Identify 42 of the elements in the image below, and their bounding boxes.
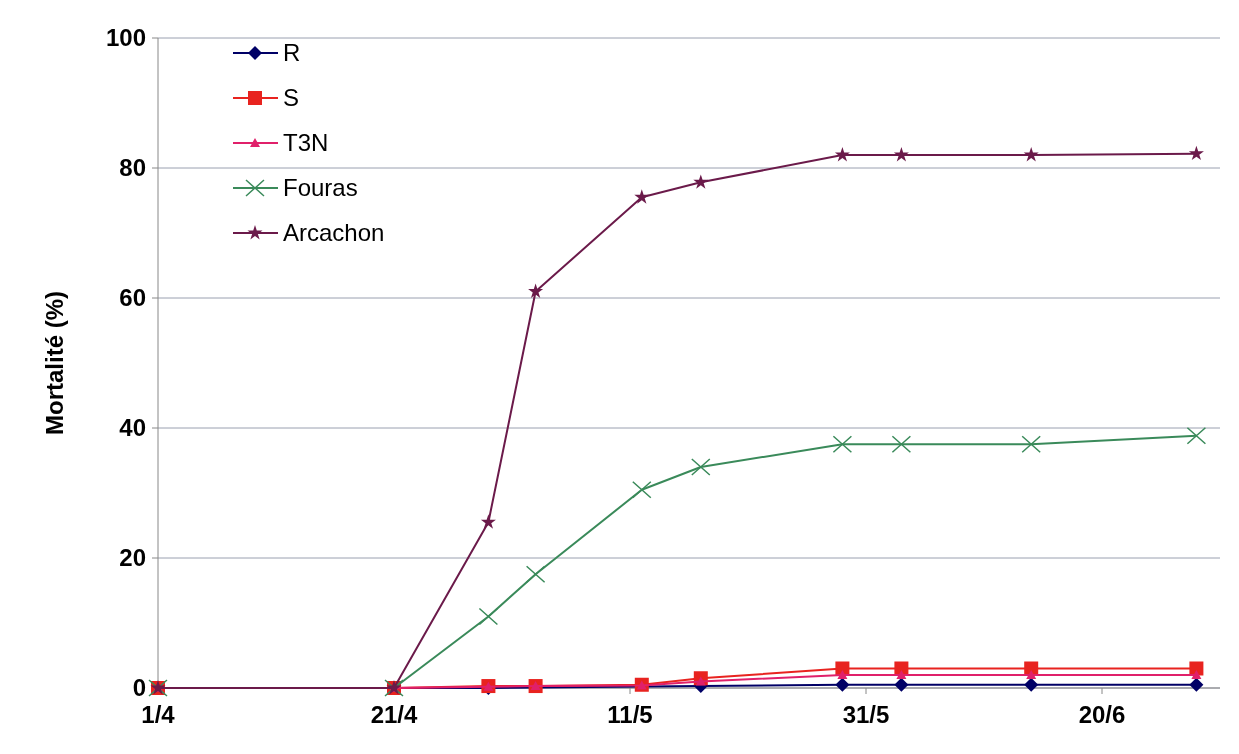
point xyxy=(837,670,848,679)
point xyxy=(1186,427,1207,445)
y-tick-label: 60 xyxy=(119,284,146,312)
y-tick-label: 20 xyxy=(119,544,146,572)
point xyxy=(834,147,850,162)
point xyxy=(1023,147,1039,162)
y-axis-title: Mortalité (%) xyxy=(41,291,68,435)
x-tick-label: 1/4 xyxy=(141,701,176,728)
x-tick-label: 20/6 xyxy=(1078,701,1126,728)
point xyxy=(478,607,499,626)
legend-label: Arcachon xyxy=(283,219,385,247)
point xyxy=(893,147,909,162)
y-tick-label: 80 xyxy=(119,154,146,182)
point xyxy=(1026,670,1037,679)
point xyxy=(634,189,650,204)
point xyxy=(894,677,909,692)
point xyxy=(1191,670,1202,679)
point xyxy=(480,514,496,529)
point xyxy=(1189,677,1204,692)
point xyxy=(1021,435,1041,453)
point xyxy=(1188,145,1204,161)
legend-label: S xyxy=(283,84,300,112)
point xyxy=(693,174,709,189)
legend-label: Fouras xyxy=(283,174,358,202)
point xyxy=(528,283,544,298)
point xyxy=(896,670,907,679)
y-tick-label: 0 xyxy=(132,674,146,702)
point xyxy=(695,676,706,686)
point xyxy=(691,458,711,476)
point xyxy=(832,435,853,453)
point xyxy=(835,677,850,692)
y-tick-label: 100 xyxy=(105,24,146,52)
y-tick-label: 40 xyxy=(119,414,146,442)
x-tick-label: 11/5 xyxy=(607,701,653,728)
x-tick-label: 31/5 xyxy=(842,701,890,728)
point xyxy=(891,435,912,453)
legend-label: T3N xyxy=(283,129,329,157)
x-tick-label: 21/4 xyxy=(370,701,418,728)
point xyxy=(632,481,652,499)
point xyxy=(1024,677,1039,692)
legend-label: R xyxy=(283,39,301,67)
point xyxy=(525,565,546,583)
